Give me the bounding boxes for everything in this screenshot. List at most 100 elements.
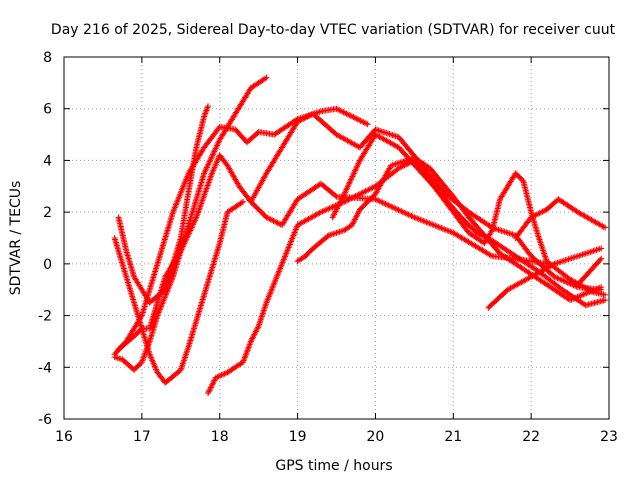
data-point	[354, 210, 361, 217]
data-point	[180, 242, 187, 249]
data-point	[277, 263, 284, 270]
data-point	[160, 297, 167, 304]
data-point	[476, 231, 483, 238]
data-point	[211, 148, 218, 155]
data-point	[361, 119, 368, 126]
data-point	[328, 204, 335, 211]
data-point	[284, 245, 291, 252]
data-point	[183, 236, 190, 243]
data-point	[396, 207, 403, 214]
data-point	[244, 347, 251, 354]
data-point	[595, 285, 602, 292]
data-point	[163, 290, 170, 297]
data-point	[144, 344, 151, 351]
data-point	[182, 237, 189, 244]
data-point	[354, 163, 361, 170]
data-point	[179, 185, 186, 192]
data-point	[447, 228, 454, 235]
data-point	[535, 210, 542, 217]
x-tick-label: 21	[444, 429, 462, 445]
data-point	[412, 214, 419, 221]
data-point	[264, 215, 271, 222]
data-point	[480, 233, 487, 240]
data-point	[385, 202, 392, 209]
data-point	[346, 180, 353, 187]
data-point	[214, 141, 221, 148]
data-point	[181, 179, 188, 186]
data-point	[344, 197, 351, 204]
data-point	[369, 184, 376, 191]
data-point	[273, 219, 280, 226]
data-point	[541, 252, 548, 259]
data-point	[386, 131, 393, 138]
data-point	[336, 199, 343, 206]
data-point	[162, 291, 169, 298]
data-point	[352, 193, 359, 200]
data-point	[268, 287, 275, 294]
data-point	[264, 296, 271, 303]
data-point	[217, 372, 224, 379]
data-point	[445, 228, 452, 235]
data-point	[179, 245, 186, 252]
data-point	[176, 192, 183, 199]
data-point	[352, 215, 359, 222]
data-point	[174, 198, 181, 205]
data-point	[584, 289, 591, 296]
data-point	[448, 229, 455, 236]
data-point	[395, 165, 402, 172]
x-tick-label: 19	[289, 429, 307, 445]
data-point	[382, 200, 389, 207]
data-point	[530, 212, 537, 219]
data-point	[444, 227, 451, 234]
data-point	[498, 227, 505, 234]
data-point	[332, 208, 339, 215]
data-point	[596, 245, 603, 252]
data-point	[201, 111, 208, 118]
data-point	[404, 210, 411, 217]
data-point	[560, 277, 567, 284]
data-point	[563, 256, 570, 263]
data-point	[289, 235, 296, 242]
data-point	[240, 357, 247, 364]
data-point	[344, 183, 351, 190]
data-point	[602, 291, 609, 298]
data-point	[427, 220, 434, 227]
data-point	[334, 204, 341, 211]
data-point	[181, 180, 188, 187]
data-point	[333, 207, 340, 214]
data-point	[420, 217, 427, 224]
data-point	[566, 280, 573, 287]
data-point	[592, 286, 599, 293]
data-point	[338, 196, 345, 203]
data-point	[323, 206, 330, 213]
data-point	[401, 209, 408, 216]
data-point	[355, 191, 362, 198]
data-point	[350, 172, 357, 179]
data-point	[389, 132, 396, 139]
data-point	[506, 230, 513, 237]
data-point	[167, 279, 174, 286]
data-point	[365, 186, 372, 193]
data-point	[241, 356, 248, 363]
data-point	[439, 225, 446, 232]
data-point	[330, 212, 337, 219]
data-point	[383, 201, 390, 208]
data-point	[264, 298, 271, 305]
data-point	[571, 282, 578, 289]
data-point	[483, 234, 490, 241]
data-point	[252, 328, 259, 335]
data-point	[357, 117, 364, 124]
data-point	[214, 373, 221, 380]
data-point	[602, 297, 609, 304]
data-point	[138, 359, 145, 366]
data-point	[350, 219, 357, 226]
data-point	[178, 246, 185, 253]
data-point	[168, 278, 175, 285]
data-point	[213, 144, 220, 151]
data-point	[394, 206, 401, 213]
data-point	[366, 186, 373, 193]
data-point	[282, 251, 289, 258]
data-point	[274, 271, 281, 278]
data-point	[408, 212, 415, 219]
data-point	[381, 200, 388, 207]
